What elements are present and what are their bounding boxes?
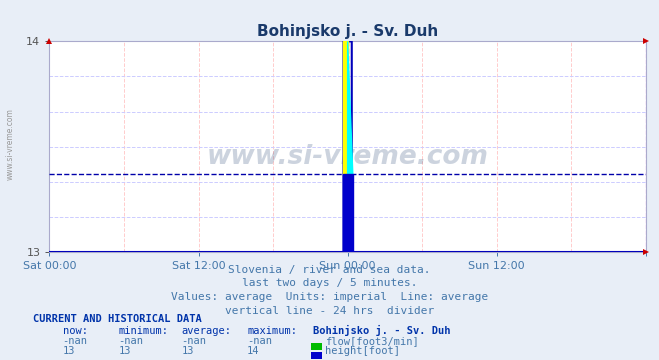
Text: www.si-vreme.com: www.si-vreme.com [5, 108, 14, 180]
Text: -nan: -nan [181, 336, 206, 346]
Text: maximum:: maximum: [247, 326, 297, 336]
Text: flow[foot3/min]: flow[foot3/min] [325, 336, 418, 346]
Text: average:: average: [181, 326, 231, 336]
Text: minimum:: minimum: [119, 326, 169, 336]
Polygon shape [343, 174, 353, 252]
Polygon shape [343, 41, 348, 174]
Text: vertical line - 24 hrs  divider: vertical line - 24 hrs divider [225, 306, 434, 316]
Text: CURRENT AND HISTORICAL DATA: CURRENT AND HISTORICAL DATA [33, 314, 202, 324]
Text: -nan: -nan [247, 336, 272, 346]
Text: Slovenia / river and sea data.: Slovenia / river and sea data. [228, 265, 431, 275]
Text: 14: 14 [247, 346, 260, 356]
Text: height[foot]: height[foot] [325, 346, 400, 356]
Text: last two days / 5 minutes.: last two days / 5 minutes. [242, 278, 417, 288]
Text: Bohinjsko j. - Sv. Duh: Bohinjsko j. - Sv. Duh [313, 325, 451, 336]
Text: Values: average  Units: imperial  Line: average: Values: average Units: imperial Line: av… [171, 292, 488, 302]
Title: Bohinjsko j. - Sv. Duh: Bohinjsko j. - Sv. Duh [257, 24, 438, 39]
Text: 13: 13 [119, 346, 131, 356]
Text: -nan: -nan [119, 336, 144, 346]
Polygon shape [348, 41, 353, 174]
Text: now:: now: [63, 326, 88, 336]
Text: 13: 13 [181, 346, 194, 356]
Text: -nan: -nan [63, 336, 88, 346]
Text: 13: 13 [63, 346, 75, 356]
Text: www.si-vreme.com: www.si-vreme.com [207, 144, 488, 170]
